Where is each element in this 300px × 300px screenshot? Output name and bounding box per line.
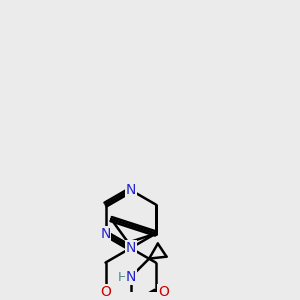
Text: N: N bbox=[125, 183, 136, 197]
Text: O: O bbox=[100, 285, 111, 298]
Text: N: N bbox=[100, 226, 111, 241]
Text: N: N bbox=[125, 241, 136, 255]
Text: O: O bbox=[158, 285, 169, 298]
Text: N: N bbox=[125, 270, 136, 284]
Text: H: H bbox=[117, 271, 127, 284]
